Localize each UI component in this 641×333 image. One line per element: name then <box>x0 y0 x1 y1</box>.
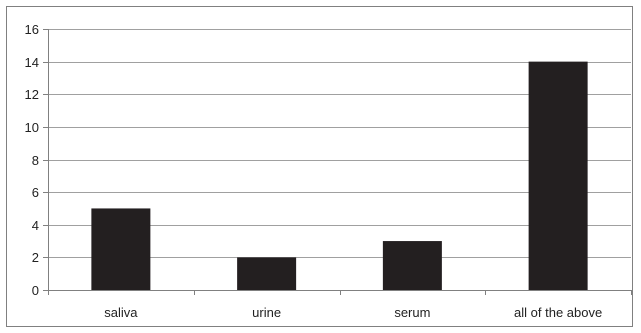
x-tick-labels: saliva urine serum all of the above <box>104 305 602 320</box>
bar-saliva <box>91 208 151 290</box>
y-tick-label: 8 <box>32 153 39 168</box>
x-tick-label: all of the above <box>514 305 602 320</box>
x-tick-label: serum <box>394 305 430 320</box>
y-tick-label: 0 <box>32 283 39 298</box>
y-tick-label: 16 <box>25 22 39 37</box>
y-tick-label: 2 <box>32 250 39 265</box>
x-tick-label: saliva <box>104 305 138 320</box>
bar-all-of-the-above <box>528 61 588 290</box>
y-tick-label: 4 <box>32 218 39 233</box>
y-tick-label: 6 <box>32 185 39 200</box>
y-tick-label: 14 <box>25 55 39 70</box>
axes <box>43 29 632 295</box>
bars <box>91 61 588 290</box>
y-tick-label: 10 <box>25 120 39 135</box>
y-tick-label: 12 <box>25 87 39 102</box>
bar-serum <box>382 241 442 290</box>
bar-urine <box>237 257 297 290</box>
x-tick-label: urine <box>252 305 281 320</box>
y-tick-labels: 0 2 4 6 8 10 12 14 16 <box>25 22 39 298</box>
